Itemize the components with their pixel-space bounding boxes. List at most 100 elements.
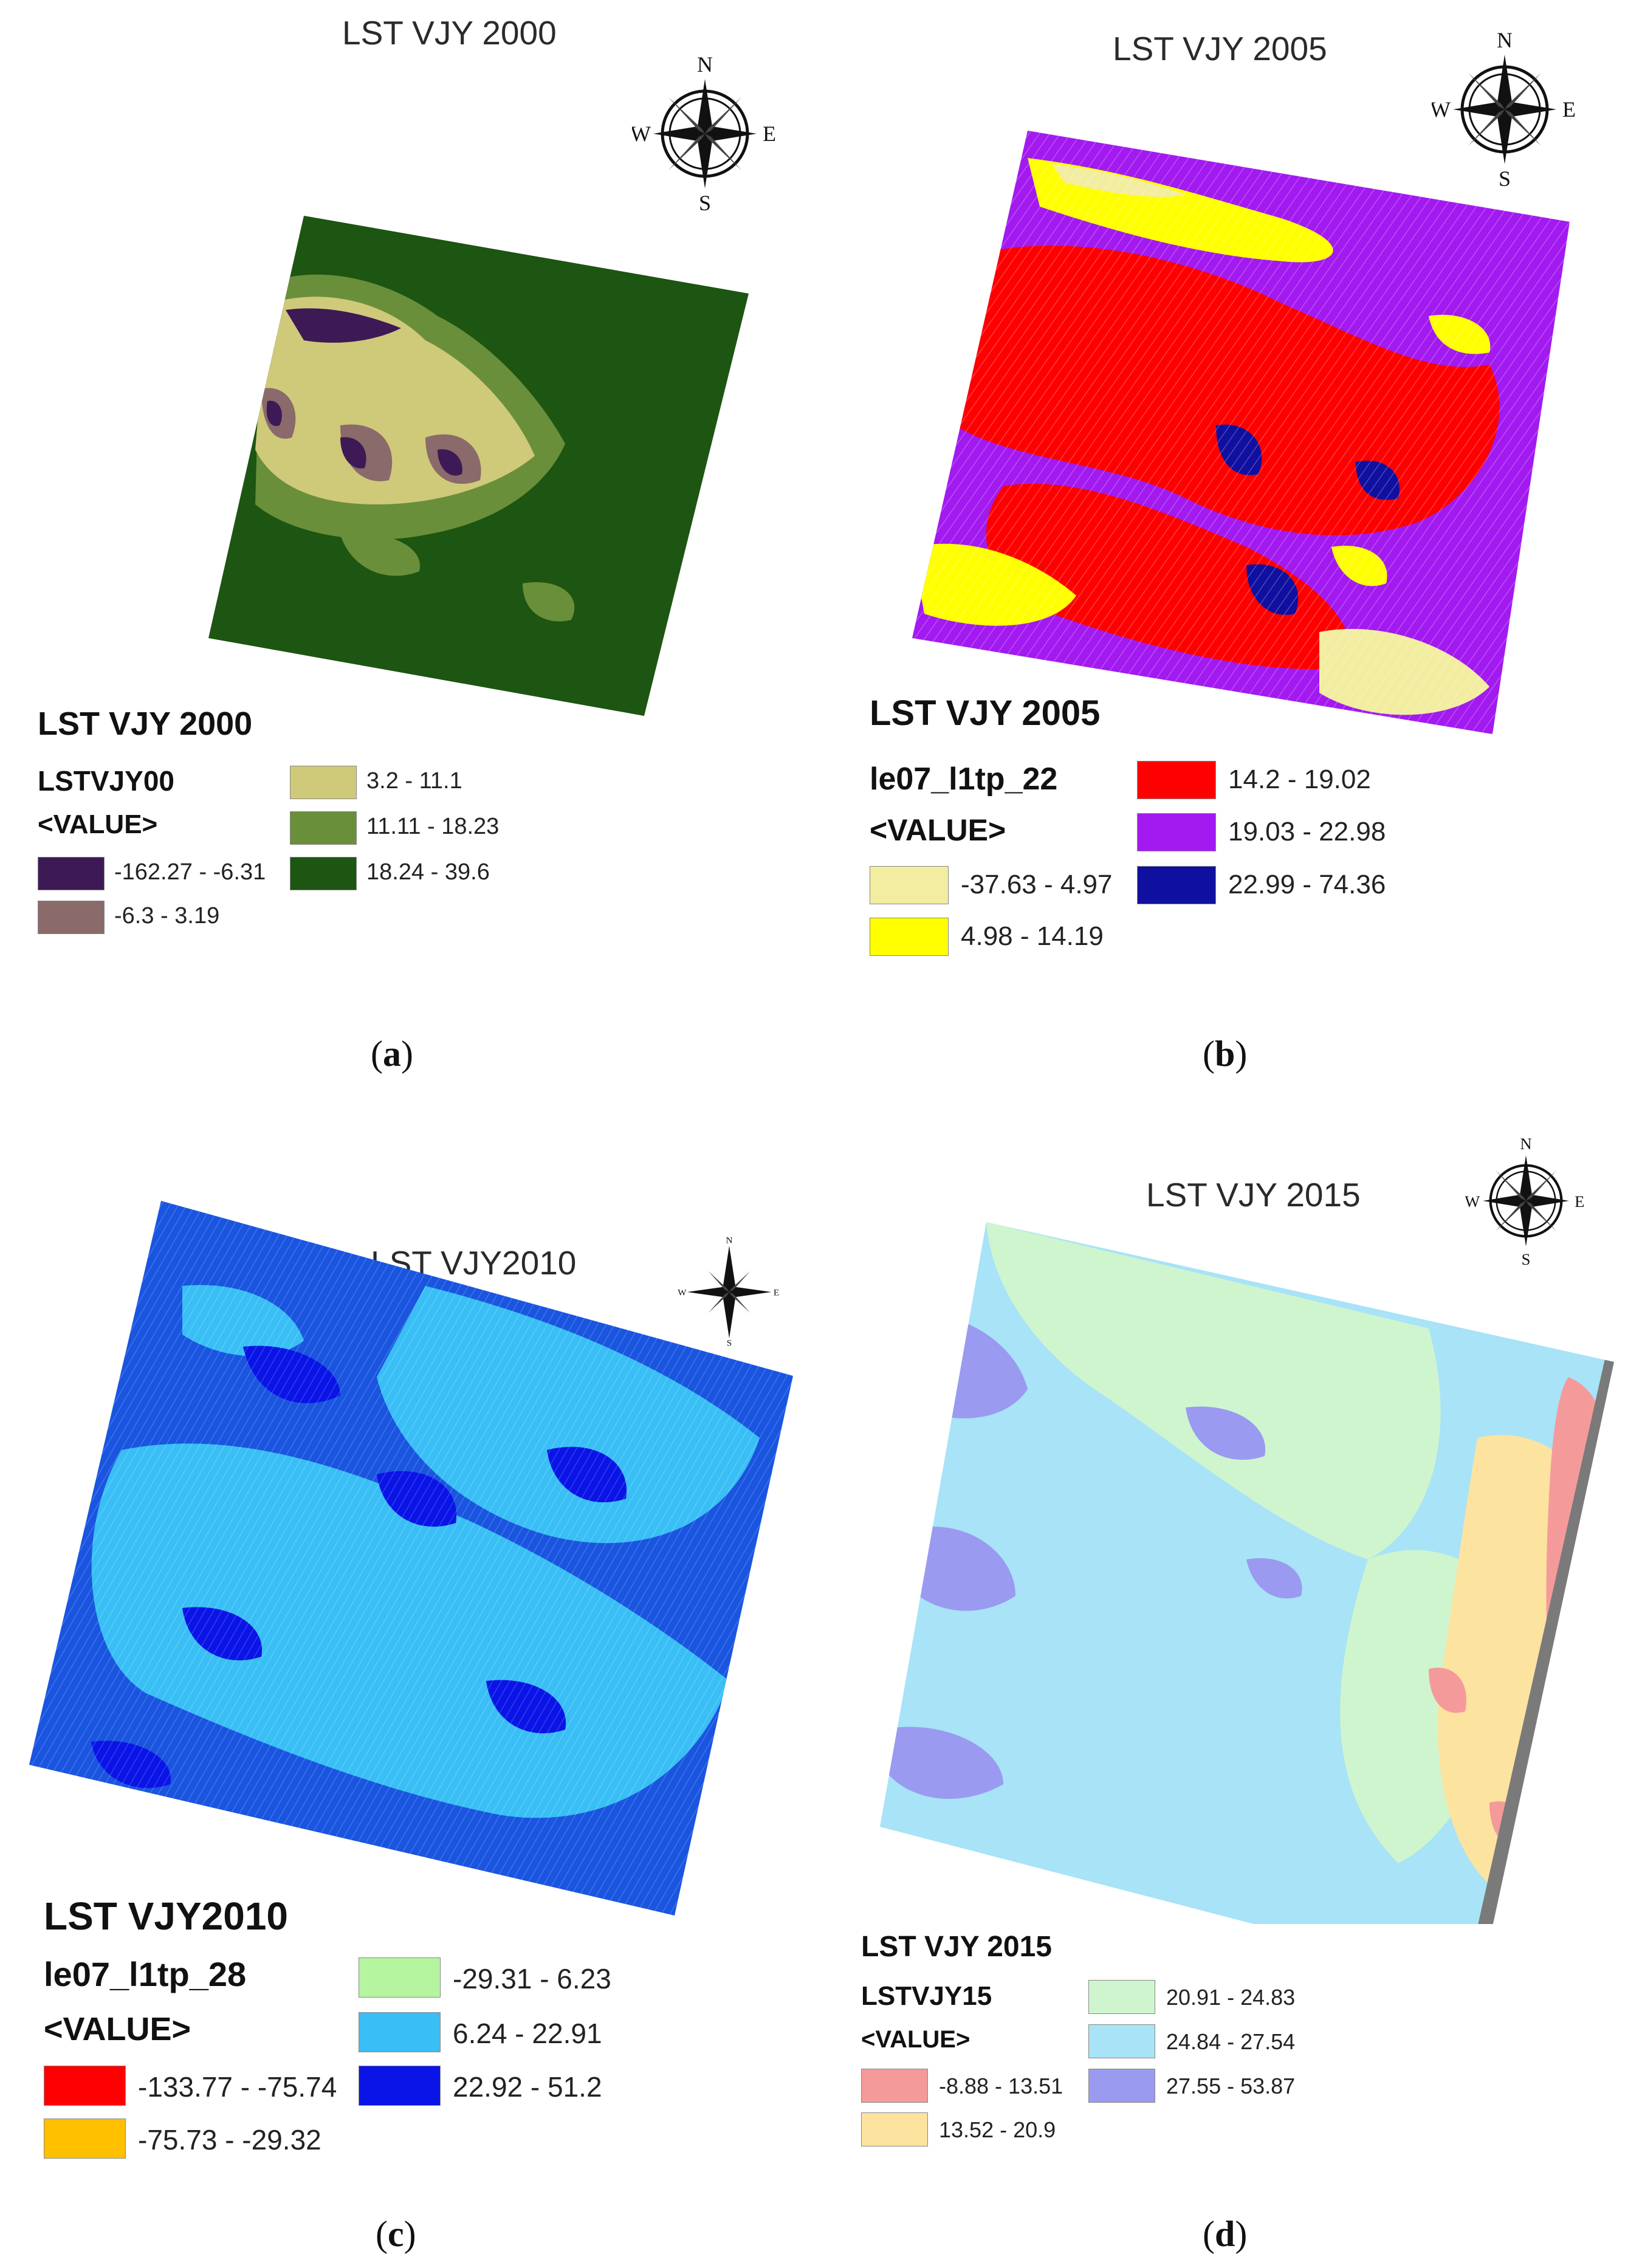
compass-n: N	[1520, 1135, 1531, 1153]
compass-n: N	[1497, 30, 1513, 52]
legend-range: 22.99 - 74.36	[1228, 870, 1386, 899]
legend: LST VJY 2000 LSTVJY00 <VALUE> -162.27 - …	[38, 705, 585, 960]
legend-range: 14.2 - 19.02	[1228, 765, 1371, 794]
legend-swatch	[1137, 813, 1216, 851]
legend-swatch	[861, 2112, 928, 2146]
legend-swatch	[1137, 866, 1216, 904]
panel-d: LST VJY 2015 N	[821, 1134, 1642, 2268]
caption-letter: a	[382, 1034, 401, 1074]
class-zone-3-11-north	[286, 308, 401, 343]
north-arrow-icon: N S W E	[1465, 1135, 1584, 1268]
class-zone-minus162	[340, 437, 366, 469]
legend-swatch	[359, 2066, 441, 2106]
compass-w: W	[678, 1288, 687, 1298]
panel-caption: (b)	[1203, 1034, 1248, 1074]
legend-range: -162.27 - -6.31	[114, 859, 266, 885]
map-raster-2015	[880, 1222, 1614, 1924]
legend-range: 11.11 - 18.23	[366, 814, 500, 839]
legend-range: 18.24 - 39.6	[366, 859, 490, 885]
class-zone-27-53-b	[906, 1527, 1015, 1611]
legend-range: -133.77 - -75.74	[138, 2071, 337, 2103]
compass-e: E	[763, 122, 776, 146]
class-zone-27-53-e	[1246, 1558, 1302, 1599]
legend-swatch	[1088, 1980, 1155, 2014]
legend-swatch	[870, 866, 949, 904]
legend-swatch	[1088, 2024, 1155, 2058]
compass-e: E	[1575, 1192, 1584, 1211]
class-zone-minus8-13-b	[1429, 1668, 1466, 1713]
map-raster-2005	[912, 131, 1570, 734]
legend-range: 20.91 - 24.83	[1166, 1985, 1296, 2010]
legend-swatch	[870, 918, 949, 956]
north-arrow-icon: N S W E	[632, 55, 776, 213]
legend-swatch	[1088, 2069, 1155, 2103]
legend-range: -29.31 - 6.23	[453, 1963, 611, 1995]
legend-range: 19.03 - 22.98	[1228, 817, 1386, 847]
panel-c: LST VJY2010 N S	[0, 1134, 821, 2268]
map-title: LST VJY 2005	[1113, 30, 1327, 67]
class-zone-minus6-3-b	[340, 424, 393, 481]
legend-swatch	[38, 901, 105, 934]
panel-b: LST VJY 2005	[821, 0, 1642, 1134]
legend-value-label: <VALUE>	[870, 813, 1006, 847]
compass-s: S	[1499, 167, 1511, 188]
legend-value-label: <VALUE>	[38, 809, 158, 839]
compass-s: S	[727, 1338, 732, 1347]
legend-swatch	[290, 857, 357, 890]
panel-caption: (c)	[376, 2214, 416, 2254]
map-raster-2000	[208, 216, 749, 716]
class-zone-20-24	[986, 1222, 1441, 1559]
legend-title: LST VJY2010	[44, 1894, 288, 1938]
map-raster-2010	[29, 1201, 793, 1916]
compass-n: N	[697, 55, 713, 77]
class-zone-11-18-south	[340, 534, 421, 576]
class-zone-minus162-c	[266, 400, 282, 426]
north-arrow-icon: N S W E	[678, 1237, 779, 1347]
legend-range: -8.88 - 13.51	[939, 2074, 1063, 2098]
legend-value-label: <VALUE>	[44, 2011, 191, 2047]
map-title: LST VJY 2000	[342, 14, 557, 52]
legend-field: LSTVJY15	[861, 1981, 992, 2011]
compass-s: S	[1522, 1250, 1531, 1268]
legend-swatch	[359, 1957, 441, 1998]
legend-range: -6.3 - 3.19	[114, 903, 220, 929]
legend: LST VJY 2005 le07_l1tp_22 <VALUE> -37.63…	[870, 693, 1477, 966]
legend-title: LST VJY 2000	[38, 706, 253, 742]
panel-caption: (d)	[1203, 2214, 1248, 2254]
legend-swatch	[44, 2066, 126, 2106]
compass-n: N	[726, 1237, 733, 1246]
compass-w: W	[632, 122, 651, 146]
legend-field: LSTVJY00	[38, 765, 174, 797]
legend-range: 22.92 - 51.2	[453, 2071, 602, 2103]
legend-field: le07_l1tp_22	[870, 761, 1058, 797]
legend-range: 3.2 - 11.1	[366, 768, 462, 794]
legend-range: 6.24 - 22.91	[453, 2018, 602, 2049]
compass-s: S	[699, 191, 711, 213]
class-zone-27-53-c	[882, 1727, 1003, 1799]
panel-caption: (a)	[371, 1034, 413, 1074]
legend-range: 27.55 - 53.87	[1166, 2074, 1296, 2098]
legend-range: 24.84 - 27.54	[1166, 2029, 1296, 2054]
nodata-strip	[1465, 1359, 1614, 1924]
legend-swatch	[1137, 761, 1216, 799]
legend-range: 13.52 - 20.9	[939, 2117, 1056, 2142]
caption-letter: c	[387, 2214, 404, 2254]
legend-range: -37.63 - 4.97	[961, 870, 1113, 899]
panel-a: LST VJY 2000 N S W	[0, 0, 821, 1134]
north-arrow-icon: N S W E	[1432, 30, 1576, 188]
legend-swatch	[290, 811, 357, 845]
legend-swatch	[359, 2012, 441, 2052]
class-zone-27-53-d	[1186, 1406, 1266, 1460]
map-title: LST VJY 2015	[1146, 1176, 1361, 1214]
compass-w: W	[1432, 97, 1451, 122]
class-zone-11-18-east	[523, 582, 575, 622]
class-zone-minus162-b	[438, 449, 462, 476]
legend: LST VJY 2015 LSTVJY15 <VALUE> -8.88 - 13…	[861, 1930, 1469, 2149]
legend-title: LST VJY 2015	[861, 1931, 1052, 1963]
caption-letter: b	[1214, 1034, 1235, 1074]
compass-e: E	[774, 1288, 779, 1298]
legend-value-label: <VALUE>	[861, 2026, 970, 2053]
legend-swatch	[290, 766, 357, 799]
legend-swatch	[861, 2069, 928, 2103]
legend-range: -75.73 - -29.32	[138, 2124, 321, 2156]
